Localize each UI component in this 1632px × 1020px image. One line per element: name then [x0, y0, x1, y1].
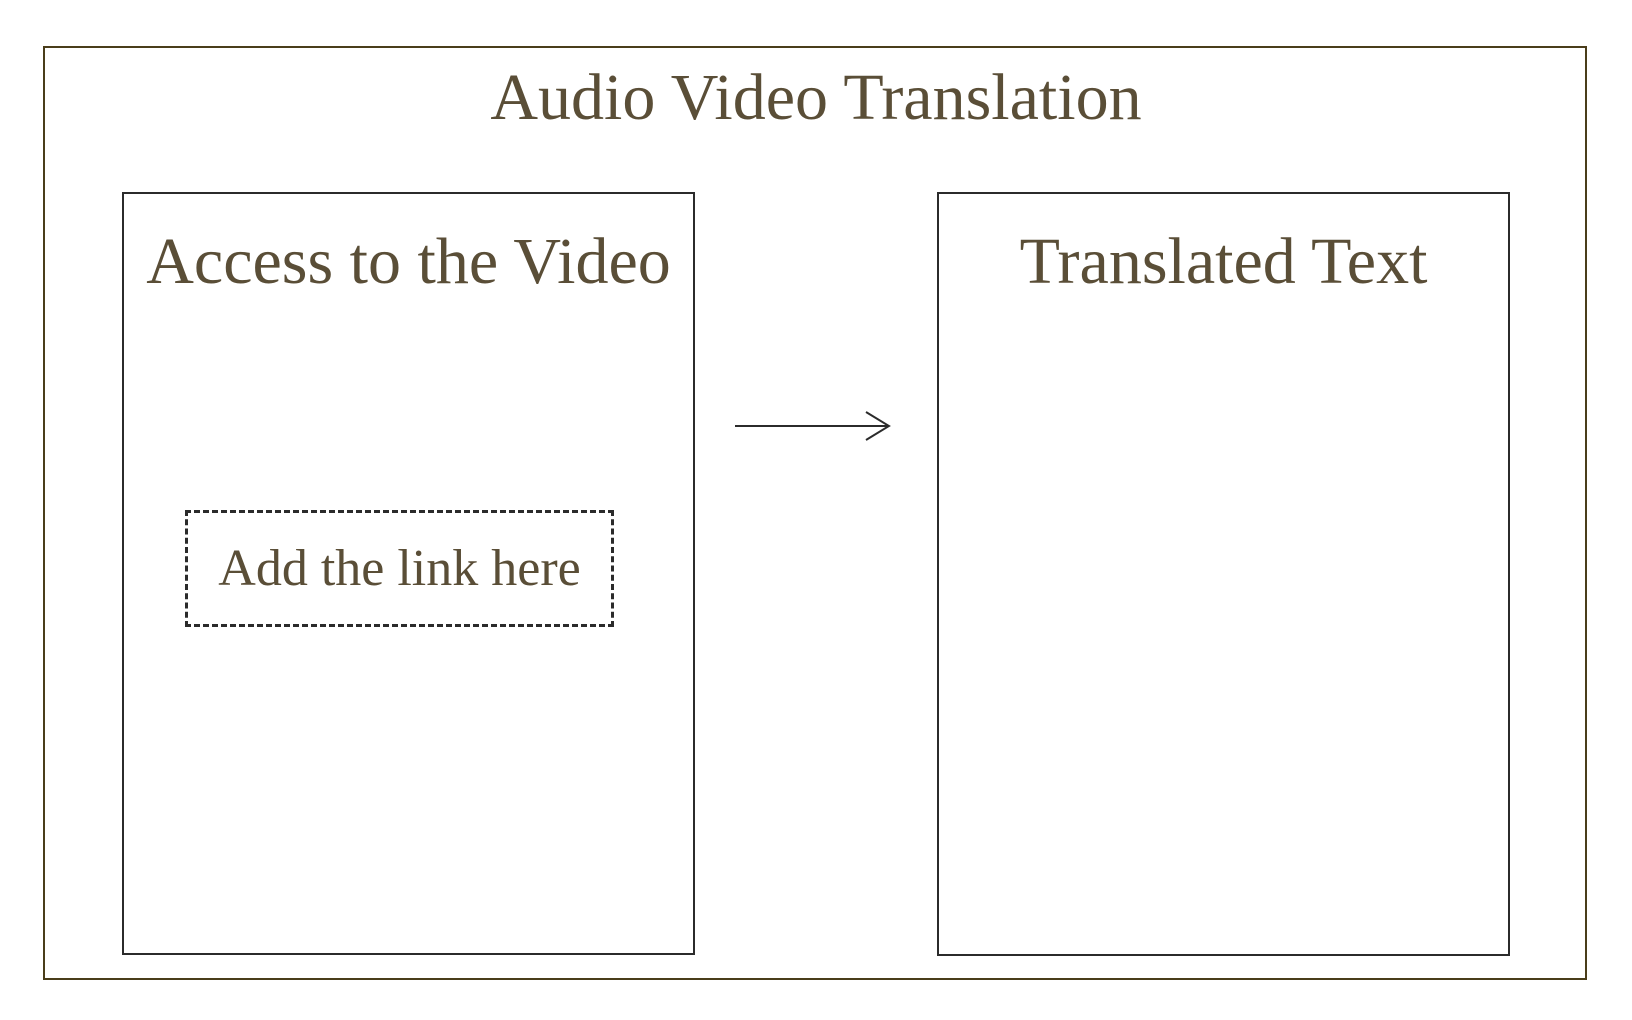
video-access-title: Access to the Video [146, 225, 671, 298]
translated-text-panel: Translated Text [937, 192, 1510, 956]
video-access-panel: Access to the Video Add the link here [122, 192, 695, 955]
translated-text-output [959, 324, 1488, 934]
app-window [43, 46, 1587, 980]
translated-text-title: Translated Text [1019, 225, 1428, 298]
video-link-input[interactable]: Add the link here [185, 510, 614, 627]
page-title: Audio Video Translation [490, 61, 1142, 134]
arrow-right-icon [735, 411, 891, 441]
